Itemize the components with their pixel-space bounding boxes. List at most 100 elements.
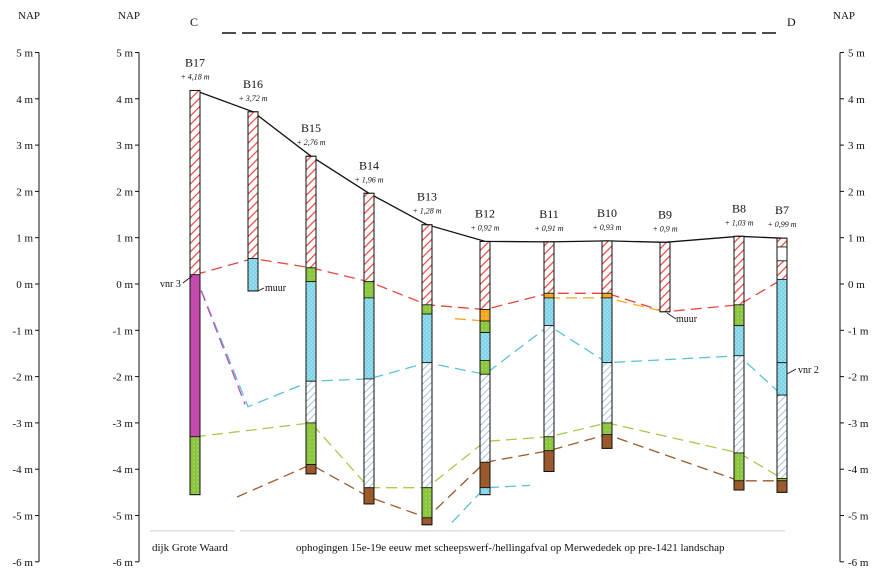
borehole-outline <box>733 235 745 491</box>
borehole-elevation: + 0,91 m <box>534 224 563 233</box>
layer-cyan <box>305 281 317 382</box>
layer-red <box>543 241 555 294</box>
borehole-b15: B15 + 2,76 m <box>296 121 326 475</box>
axis-tick-label: 3 m <box>116 140 133 152</box>
borehole-name: B7 <box>775 203 789 217</box>
axis-tick-label: 5 m <box>16 48 33 60</box>
borehole-name: B12 <box>475 206 495 220</box>
layer-brown <box>543 450 555 472</box>
layer-blue <box>421 362 433 489</box>
layer-cyan <box>776 362 788 396</box>
borehole-b10: B10 + 0,93 m <box>592 206 622 449</box>
green-horizon-line <box>194 422 783 489</box>
layer-brown <box>363 487 375 505</box>
axis-tick-label: 4 m <box>16 94 33 106</box>
layer-green <box>421 304 433 315</box>
borehole-outline <box>421 224 433 526</box>
borehole-name: B8 <box>732 201 746 215</box>
layer-green <box>543 436 555 452</box>
layer-red <box>776 237 788 248</box>
axis-tick-label: 4 m <box>116 94 133 106</box>
layer-green <box>479 320 491 334</box>
layer-white <box>776 246 788 262</box>
axis-tick-label: -1 m <box>113 325 134 337</box>
layer-cyan <box>543 297 555 327</box>
borehole-outline <box>247 111 259 292</box>
layer-green <box>305 267 317 283</box>
layer-green <box>305 422 317 465</box>
borehole-elevation: + 0,9 m <box>652 224 677 233</box>
axis-tick-label: -6 m <box>848 557 869 568</box>
magenta-horizon-line <box>194 274 246 405</box>
muur-label-b9: muur <box>676 314 698 325</box>
layer-cyan <box>421 313 433 364</box>
borehole-b12: B12 + 0,92 m <box>470 206 500 496</box>
layer-orange <box>601 292 613 299</box>
layer-cyan <box>479 332 491 361</box>
section-start-label: C <box>190 15 198 29</box>
axis-tick-label: -6 m <box>13 557 34 568</box>
axis-tick-label: -2 m <box>848 372 869 384</box>
layer-brown <box>733 480 745 491</box>
layer-green <box>733 304 745 327</box>
layer-blue <box>601 362 613 424</box>
layer-green <box>479 359 491 375</box>
borehole-name: B17 <box>185 55 205 69</box>
borehole-name: B13 <box>417 190 437 204</box>
layer-brown <box>479 461 491 489</box>
axis-tick-label: -5 m <box>113 511 134 523</box>
layer-blue <box>733 355 745 454</box>
layer-orange <box>543 292 555 299</box>
muur-label-b16: muur <box>265 283 287 294</box>
borehole-b13: B13 + 1,28 m <box>412 190 442 526</box>
borehole-name: B11 <box>539 207 559 221</box>
layer-blue <box>479 373 491 463</box>
layer-brown <box>601 434 613 449</box>
vnr3-leader <box>182 275 193 284</box>
axis-tick-label: 1 m <box>116 233 133 245</box>
layer-green <box>733 452 745 482</box>
layer-green <box>189 436 201 496</box>
layer-blue <box>363 378 375 489</box>
layer-cyan <box>601 297 613 364</box>
footer-right-caption: ophogingen 15e-19e eeuw met scheepswerf-… <box>296 542 725 554</box>
layer-brown <box>776 480 788 493</box>
vnr2-label: vnr 2 <box>798 365 819 376</box>
layer-green <box>421 487 433 519</box>
borehole-name: B10 <box>597 206 617 220</box>
axis-tick-label: 4 m <box>848 94 865 106</box>
axis-tick-label: -5 m <box>848 511 869 523</box>
nap-axis-label-right: NAP <box>833 10 855 22</box>
borehole-outline <box>659 241 671 313</box>
layer-orange <box>479 309 491 322</box>
borehole-elevation: + 0,92 m <box>470 223 499 232</box>
borehole-outline <box>543 241 555 473</box>
layer-red <box>776 260 788 280</box>
borehole-elevation: + 3,72 m <box>238 94 267 103</box>
borehole-elevation: + 1,96 m <box>354 175 383 184</box>
layer-cyan <box>733 325 745 357</box>
axis-tick-label: 1 m <box>16 233 33 245</box>
boreholes: B17 + 4,18 m B16 + 3,72 m B15 + 2,76 m B14 + 1,… <box>180 55 797 526</box>
layer-cyan <box>776 278 788 364</box>
section-end-label: D <box>787 15 796 29</box>
axis-tick-label: 1 m <box>848 233 865 245</box>
layer-green <box>363 281 375 299</box>
axis-tick-label: 0 m <box>848 279 865 291</box>
axis-tick-label: -4 m <box>848 464 869 476</box>
layer-brown <box>305 464 317 475</box>
layer-green <box>601 422 613 435</box>
layer-blue <box>776 394 788 479</box>
axis-tick-label: -1 m <box>13 325 34 337</box>
nap-axes: 5 m 4 m 3 m 2 m 1 m 0 m -1 m -2 m -3 m -4 m -5 m -6… <box>13 48 869 568</box>
axis-tick-label: -2 m <box>13 372 34 384</box>
borehole-outline <box>189 89 201 496</box>
borehole-name: B9 <box>658 207 672 221</box>
borehole-b11: B11 + 0,91 m <box>534 207 564 473</box>
axis-tick-label: -6 m <box>113 557 134 568</box>
nap-axis-label-mid: NAP <box>118 10 140 22</box>
layer-red <box>659 241 671 313</box>
brown-horizon-line <box>236 433 782 519</box>
axis-tick-label: 2 m <box>16 186 33 198</box>
